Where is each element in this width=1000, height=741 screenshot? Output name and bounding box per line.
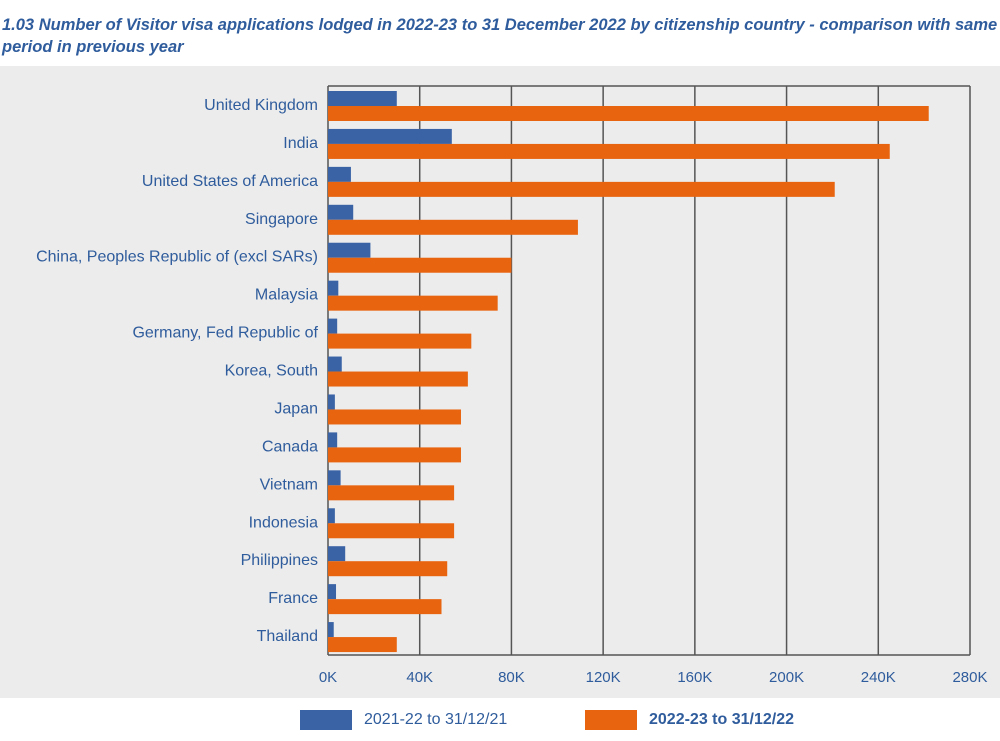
bar-2021-22 (328, 280, 339, 296)
x-tick-label: 200K (769, 669, 804, 686)
bar-2021-22 (328, 242, 371, 258)
chart-title: 1.03 Number of Visitor visa applications… (2, 16, 998, 56)
x-tick-label: 80K (498, 669, 525, 686)
bars (328, 91, 929, 653)
category-label: India (283, 135, 318, 152)
bar-2021-22 (328, 584, 337, 600)
bar-2022-23 (328, 333, 472, 349)
x-tick-label: 240K (861, 669, 896, 686)
bar-2022-23 (328, 295, 498, 311)
category-label: Singapore (245, 211, 318, 228)
bar-2022-23 (328, 409, 461, 425)
x-tick-label: 160K (677, 669, 712, 686)
category-label: Philippines (241, 552, 318, 569)
bar-2021-22 (328, 356, 342, 372)
legend-label-prev: 2021-22 to 31/12/21 (364, 711, 508, 728)
bar-2022-23 (328, 485, 455, 501)
x-axis-ticks: 0K 40K 80K 120K 160K 200K 240K 280K (319, 669, 988, 686)
bar-2021-22 (328, 204, 354, 220)
x-tick-label: 0K (319, 669, 337, 686)
bar-chart: United Kingdom India United States of Amer… (36, 85, 988, 686)
bar-2022-23 (328, 371, 468, 387)
bar-2022-23 (328, 637, 397, 653)
bar-2022-23 (328, 599, 442, 615)
category-label: Vietnam (260, 476, 318, 493)
category-label: Thailand (257, 628, 318, 645)
category-label: Korea, South (225, 363, 318, 380)
category-label: Canada (262, 438, 318, 455)
gridlines (327, 85, 971, 656)
bar-2022-23 (328, 447, 461, 463)
bar-2021-22 (328, 432, 338, 448)
bar-2021-22 (328, 91, 397, 106)
bar-2021-22 (328, 318, 338, 334)
bar-2022-23 (328, 181, 835, 197)
legend-item-curr: 2022-23 to 31/12/22 (585, 710, 794, 730)
bar-2021-22 (328, 622, 334, 638)
bar-2022-23 (328, 106, 929, 121)
legend-label-curr: 2022-23 to 31/12/22 (649, 711, 794, 728)
category-label: Germany, Fed Republic of (132, 325, 318, 342)
bar-2021-22 (328, 128, 452, 144)
bar-2021-22 (328, 546, 346, 562)
category-label: China, Peoples Republic of (excl SARs) (36, 249, 318, 266)
bar-2021-22 (328, 394, 335, 410)
legend: 2021-22 to 31/12/21 2022-23 to 31/12/22 (0, 706, 1000, 736)
category-label: France (268, 590, 318, 607)
category-label: Malaysia (255, 287, 318, 304)
bar-2022-23 (328, 219, 578, 235)
bar-2022-23 (328, 561, 448, 577)
legend-swatch-curr (585, 710, 637, 730)
bar-2021-22 (328, 470, 341, 486)
legend-swatch-prev (300, 710, 352, 730)
bar-2022-23 (328, 523, 455, 539)
x-tick-label: 280K (952, 669, 987, 686)
category-label: Japan (274, 400, 318, 417)
legend-item-prev: 2021-22 to 31/12/21 (300, 710, 507, 730)
bar-2021-22 (328, 166, 351, 182)
category-label: United States of America (142, 173, 318, 190)
x-tick-label: 40K (406, 669, 433, 686)
x-tick-label: 120K (586, 669, 621, 686)
category-labels: United Kingdom India United States of Amer… (36, 97, 318, 645)
bar-2022-23 (328, 257, 512, 273)
bar-2021-22 (328, 508, 335, 524)
category-label: United Kingdom (204, 97, 318, 114)
category-label: Indonesia (249, 514, 318, 531)
bar-2022-23 (328, 143, 890, 159)
plot-background (0, 66, 1000, 698)
